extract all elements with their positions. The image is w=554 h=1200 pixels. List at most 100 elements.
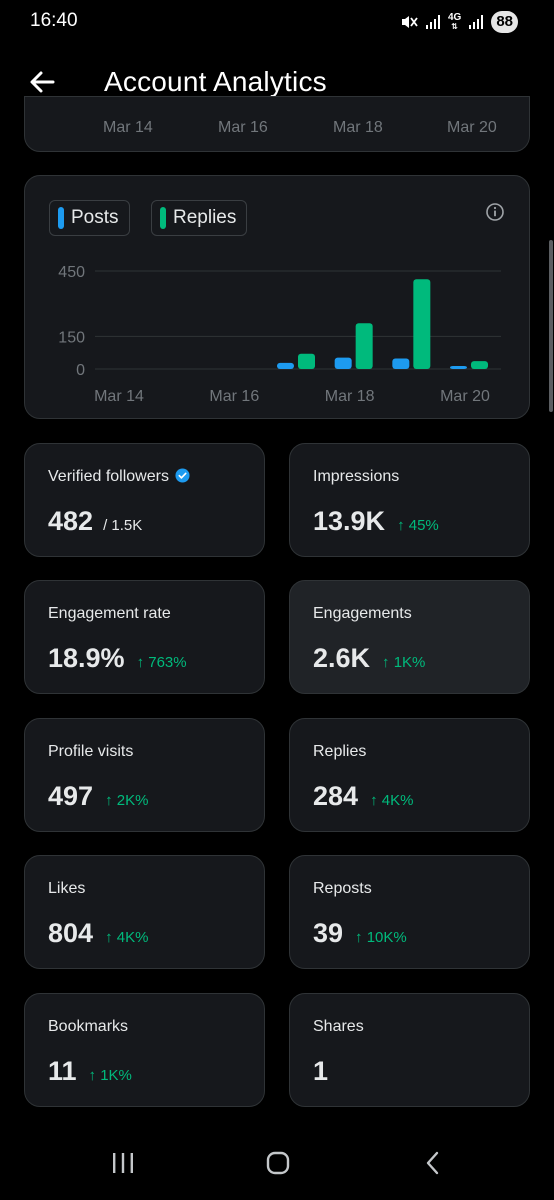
impressions-chart-card: Mar 14 Mar 16 Mar 18 Mar 20 xyxy=(24,96,530,152)
stat-title-text: Bookmarks xyxy=(48,1018,129,1035)
y-tick-label: 150 xyxy=(58,329,85,346)
stat-title-text: Impressions xyxy=(313,468,400,485)
network-arrows-icon: 4G ⇅ xyxy=(447,12,462,31)
stat-title: Engagement rate xyxy=(48,605,171,623)
stat-card[interactable]: Profile visits 497 ↑ 2K% xyxy=(24,718,265,832)
signal-icon xyxy=(425,14,441,30)
stat-value: 2.6K xyxy=(313,643,371,673)
mute-icon xyxy=(400,13,418,31)
legend-posts-label: Posts xyxy=(71,207,119,228)
y-tick-label: 450 xyxy=(58,264,85,281)
app-header: Account Analytics xyxy=(0,44,554,120)
stat-card[interactable]: Shares 1 xyxy=(289,993,530,1107)
posts-bar[interactable] xyxy=(450,365,467,369)
bar-chart: 0 150 450 Mar 14 Mar 16 Mar 18 Mar 20 xyxy=(58,264,501,405)
stat-title-text: Engagements xyxy=(313,605,412,622)
stat-title-text: Profile visits xyxy=(48,743,134,760)
posts-bar[interactable] xyxy=(392,358,410,369)
replies-bar[interactable] xyxy=(355,323,373,369)
x-tick-label: Mar 18 xyxy=(325,388,375,405)
stat-value: 13.9K xyxy=(313,506,386,536)
stat-value-row: 1 xyxy=(313,1056,328,1087)
stat-value: 497 xyxy=(48,781,94,811)
legend-posts[interactable]: Posts xyxy=(49,200,130,236)
stat-title: Reposts xyxy=(313,880,372,898)
x-tick-label: Mar 18 xyxy=(333,119,383,136)
stat-card[interactable]: Verified followers 482 / 1.5K xyxy=(24,443,265,557)
arrow-left-icon xyxy=(30,71,55,93)
status-bar: 16:40 4G ⇅ xyxy=(0,0,554,44)
signal-icon xyxy=(468,14,484,30)
status-time: 16:40 xyxy=(30,10,78,31)
battery-icon: 88 xyxy=(491,11,518,33)
stat-card[interactable]: Likes 804 ↑ 4K% xyxy=(24,855,265,969)
stat-value-row: 2.6K ↑ 1K% xyxy=(313,643,425,674)
x-tick-label: Mar 20 xyxy=(440,388,490,405)
stat-value-row: 39 ↑ 10K% xyxy=(313,918,407,949)
x-tick-label: Mar 14 xyxy=(94,388,144,405)
stat-value-row: 13.9K ↑ 45% xyxy=(313,506,439,537)
x-tick-label: Mar 14 xyxy=(103,119,153,136)
stat-title-text: Verified followers xyxy=(48,468,169,485)
stat-title-text: Shares xyxy=(313,1018,364,1035)
stat-card[interactable]: Replies 284 ↑ 4K% xyxy=(289,718,530,832)
stat-value-row: 482 / 1.5K xyxy=(48,506,142,537)
back-button[interactable] xyxy=(22,62,62,102)
y-tick-label: 0 xyxy=(76,362,85,379)
stat-change: ↑ 45% xyxy=(397,517,439,534)
posts-bar[interactable] xyxy=(334,357,352,369)
home-button[interactable] xyxy=(256,1146,300,1180)
replies-swatch xyxy=(160,207,166,229)
stat-title: Engagements xyxy=(313,605,412,623)
posts-replies-chart-card: Posts Replies 0 150 450 Mar 14 Mar 16 Mar 18 M… xyxy=(24,175,530,419)
stat-card[interactable]: Engagements 2.6K ↑ 1K% xyxy=(289,580,530,694)
recent-apps-icon xyxy=(113,1153,133,1173)
stat-card[interactable]: Bookmarks 11 ↑ 1K% xyxy=(24,993,265,1107)
stat-title: Replies xyxy=(313,743,366,761)
system-back-button[interactable] xyxy=(411,1146,455,1180)
x-tick-label: Mar 16 xyxy=(218,119,268,136)
legend-replies-label: Replies xyxy=(173,207,237,228)
stat-value-row: 497 ↑ 2K% xyxy=(48,781,148,812)
page-title: Account Analytics xyxy=(104,66,327,97)
home-icon xyxy=(266,1151,290,1175)
scrollbar[interactable] xyxy=(549,240,553,412)
stat-title-text: Reposts xyxy=(313,880,372,897)
stat-value: 804 xyxy=(48,918,94,948)
stat-title: Bookmarks xyxy=(48,1018,128,1036)
stat-title-text: Replies xyxy=(313,743,367,760)
stat-card[interactable]: Engagement rate 18.9% ↑ 763% xyxy=(24,580,265,694)
replies-bar[interactable] xyxy=(471,361,488,369)
stat-value-row: 18.9% ↑ 763% xyxy=(48,643,187,674)
stat-value: 39 xyxy=(313,918,344,948)
stat-title: Shares xyxy=(313,1018,364,1036)
stat-title: Profile visits xyxy=(48,743,133,761)
stat-title: Verified followers xyxy=(48,468,190,486)
stat-value-row: 284 ↑ 4K% xyxy=(313,781,413,812)
verified-badge-icon xyxy=(175,468,190,483)
x-tick-label: Mar 16 xyxy=(209,388,259,405)
posts-bar[interactable] xyxy=(277,362,294,369)
info-icon[interactable] xyxy=(485,202,505,222)
stat-change: ↑ 4K% xyxy=(370,792,414,809)
stat-value: 11 xyxy=(48,1056,77,1086)
replies-bar[interactable] xyxy=(298,353,315,369)
stat-change: ↑ 1K% xyxy=(88,1067,132,1084)
stat-card[interactable]: Reposts 39 ↑ 10K% xyxy=(289,855,530,969)
stat-title: Likes xyxy=(48,880,85,898)
stat-value: 18.9% xyxy=(48,643,125,673)
stat-card[interactable]: Impressions 13.9K ↑ 45% xyxy=(289,443,530,557)
system-nav-bar xyxy=(0,1130,554,1200)
stat-change: ↑ 1K% xyxy=(382,654,426,671)
recent-apps-button[interactable] xyxy=(101,1146,145,1180)
replies-bar[interactable] xyxy=(413,279,431,369)
stat-value-row: 804 ↑ 4K% xyxy=(48,918,148,949)
legend-replies[interactable]: Replies xyxy=(151,200,248,236)
stat-total: / 1.5K xyxy=(103,517,143,534)
stat-change: ↑ 4K% xyxy=(105,929,149,946)
stat-change: ↑ 2K% xyxy=(105,792,149,809)
stat-value-row: 11 ↑ 1K% xyxy=(48,1056,132,1087)
stat-title-text: Likes xyxy=(48,880,86,897)
stat-value: 284 xyxy=(313,781,359,811)
back-icon xyxy=(426,1151,439,1175)
